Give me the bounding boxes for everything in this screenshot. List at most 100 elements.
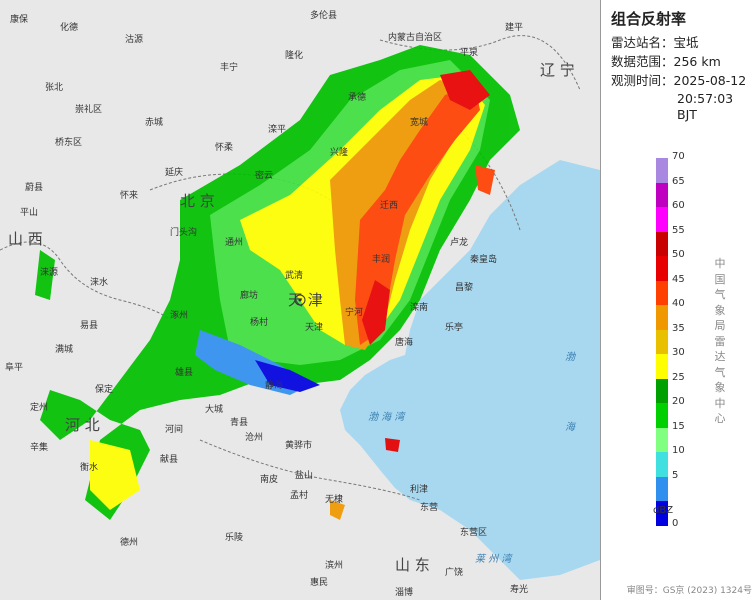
date-value: 2025-08-12 xyxy=(673,73,747,88)
svg-text:赤城: 赤城 xyxy=(145,117,163,128)
svg-text:静海: 静海 xyxy=(265,379,283,391)
svg-text:武清: 武清 xyxy=(285,269,303,281)
svg-text:阜平: 阜平 xyxy=(5,361,23,373)
legend-value: 50 xyxy=(672,249,685,260)
legend-value: 15 xyxy=(672,420,685,432)
svg-text:桥东区: 桥东区 xyxy=(55,136,82,148)
legend-swatch: 55 xyxy=(656,225,685,256)
svg-text:滨州: 滨州 xyxy=(325,559,343,571)
legend-value: 40 xyxy=(672,298,685,309)
svg-text:东营区: 东营区 xyxy=(460,526,487,538)
svg-text:青县: 青县 xyxy=(230,416,248,428)
range-row: 数据范围：256 km xyxy=(611,54,721,70)
border-4 xyxy=(199,439,421,501)
border-3 xyxy=(379,35,581,91)
sea-bohaiwan: 渤 海 湾 xyxy=(368,411,406,423)
legend-swatch: 70 xyxy=(656,151,685,183)
svg-text:多伦县: 多伦县 xyxy=(310,9,337,21)
prov-shandong: 山 东 xyxy=(395,556,430,574)
legend-value: 45 xyxy=(672,273,685,285)
station-row: 雷达站名：宝坻 xyxy=(611,35,699,51)
legend-value: 30 xyxy=(672,347,685,358)
panel-title: 组合反射率 xyxy=(611,10,687,28)
svg-text:怀柔: 怀柔 xyxy=(215,141,233,153)
svg-text:满城: 满城 xyxy=(55,344,73,355)
legend-value: 10 xyxy=(672,445,685,456)
svg-text:乐陵: 乐陵 xyxy=(225,531,243,543)
legend-swatch: 5 xyxy=(656,470,678,501)
prov-shanxi: 山 西 xyxy=(8,230,43,248)
svg-text:迁西: 迁西 xyxy=(380,200,398,211)
svg-text:德州: 德州 xyxy=(120,536,138,548)
svg-text:怀来: 怀来 xyxy=(120,189,138,201)
svg-text:宽城: 宽城 xyxy=(410,116,428,128)
time-value: 20:57:03 BJT xyxy=(677,91,734,122)
legend-swatch: 15 xyxy=(656,421,685,452)
svg-text:献县: 献县 xyxy=(160,453,178,465)
svg-text:沽源: 沽源 xyxy=(125,33,143,45)
prov-liaoning: 辽 宁 xyxy=(540,61,575,79)
legend-swatch: 50 xyxy=(656,249,685,281)
legend-swatch: 65 xyxy=(656,176,685,207)
svg-text:河间: 河间 xyxy=(165,423,183,435)
svg-text:利津: 利津 xyxy=(410,483,428,495)
svg-text:定州: 定州 xyxy=(30,401,48,413)
svg-text:东营: 东营 xyxy=(420,501,438,513)
radar-map[interactable]: 山 西 河 北 北 京 天 津 辽 宁 山 东 渤 海 湾 渤 海 莱 州 湾 … xyxy=(0,0,601,600)
svg-text:丰宁: 丰宁 xyxy=(220,61,238,73)
svg-text:涞源: 涞源 xyxy=(40,267,58,278)
svg-text:康保: 康保 xyxy=(10,13,28,25)
time-label: 观测时间： xyxy=(611,73,674,88)
svg-text:张北: 张北 xyxy=(45,82,63,93)
svg-text:门头沟: 门头沟 xyxy=(170,226,197,238)
sea-bohai-1: 渤 xyxy=(565,351,576,363)
svg-text:唐海: 唐海 xyxy=(395,336,413,348)
svg-text:丰润: 丰润 xyxy=(372,253,390,265)
station-label: 雷达站名： xyxy=(611,35,674,50)
legend-swatch: 45 xyxy=(656,274,685,305)
sea-laizhouwan: 莱 州 湾 xyxy=(475,553,513,565)
svg-text:易县: 易县 xyxy=(80,320,98,331)
svg-text:天津: 天津 xyxy=(305,322,323,333)
legend-swatch: 60 xyxy=(656,200,685,232)
svg-text:黄骅市: 黄骅市 xyxy=(285,439,312,451)
svg-text:承德: 承德 xyxy=(348,91,366,103)
svg-text:崇礼区: 崇礼区 xyxy=(75,103,102,115)
legend-value: 5 xyxy=(672,469,679,481)
svg-text:建平: 建平 xyxy=(505,21,523,33)
sea-bohai-2: 海 xyxy=(565,421,577,433)
legend-value: 35 xyxy=(672,322,685,334)
legend-value: 55 xyxy=(672,224,685,236)
svg-text:辛集: 辛集 xyxy=(30,441,48,453)
org-vertical-text: 中国气象局雷达气象中心 xyxy=(714,257,726,425)
approval-number: 审图号：GS京 (2023) 1324号 xyxy=(626,586,752,596)
svg-text:内蒙古自治区: 内蒙古自治区 xyxy=(388,31,442,43)
svg-text:隆化: 隆化 xyxy=(285,49,303,61)
svg-text:宁河: 宁河 xyxy=(345,306,363,318)
legend-value: 60 xyxy=(672,200,685,211)
echo-layer xyxy=(35,45,520,520)
svg-text:化德: 化德 xyxy=(60,21,78,33)
svg-text:衡水: 衡水 xyxy=(80,461,98,473)
svg-text:平泉: 平泉 xyxy=(460,46,478,58)
prov-beijing: 北 京 xyxy=(180,192,215,210)
color-legend: 70 65 60 55 50 45 40 35 30 25 20 15 10 5 0 xyxy=(656,151,685,529)
prov-hebei: 河 北 xyxy=(65,416,100,434)
info-panel: 组合反射率 雷达站名：宝坻 数据范围：256 km 观测时间：2025-08-1… xyxy=(601,0,756,600)
border-1 xyxy=(0,241,171,321)
legend-swatch: 10 xyxy=(656,445,685,477)
range-label: 数据范围： xyxy=(611,54,674,69)
svg-text:秦皇岛: 秦皇岛 xyxy=(470,253,497,265)
legend-swatch: 0 xyxy=(656,501,678,529)
svg-text:广饶: 广饶 xyxy=(445,566,463,578)
svg-text:兴隆: 兴隆 xyxy=(330,146,348,158)
time-row: 观测时间：2025-08-12 xyxy=(611,73,746,89)
legend-swatch: 35 xyxy=(656,323,685,354)
svg-text:南皮: 南皮 xyxy=(260,473,278,485)
svg-text:乐亭: 乐亭 xyxy=(445,321,463,333)
legend-swatch: 20 xyxy=(656,396,685,428)
svg-text:昌黎: 昌黎 xyxy=(455,281,473,293)
legend-swatch: 30 xyxy=(656,347,685,379)
svg-text:沧州: 沧州 xyxy=(245,431,263,443)
station-value: 宝坻 xyxy=(673,35,699,50)
